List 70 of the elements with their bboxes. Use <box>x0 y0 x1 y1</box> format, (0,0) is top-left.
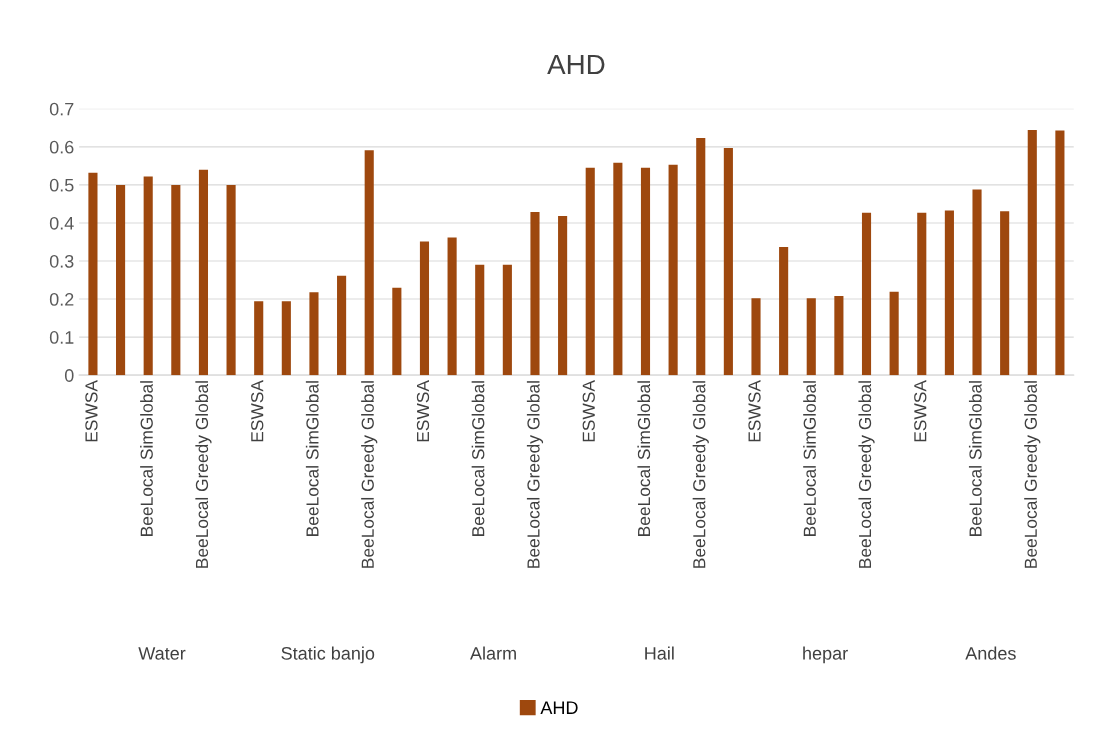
bar <box>1055 130 1065 376</box>
x-tick-label: ESWSA <box>85 380 98 442</box>
bar <box>668 164 678 376</box>
x-tick-label: ESWSA <box>582 380 595 442</box>
bar <box>530 211 540 376</box>
bar <box>972 189 982 376</box>
bar <box>696 138 706 376</box>
bar <box>364 150 374 376</box>
y-tick-label: 0.3 <box>49 254 74 268</box>
y-tick-label: 0.7 <box>49 102 74 116</box>
legend-label: AHD <box>540 701 578 714</box>
bar <box>779 246 789 376</box>
x-tick-label: BeeLocal Greedy Global <box>692 381 709 568</box>
y-tick-label: 0.4 <box>49 216 74 230</box>
x-tick-label: BeeLocal Greedy Global <box>195 381 212 568</box>
y-tick-label: 0.6 <box>49 140 74 154</box>
text: Water <box>138 647 186 660</box>
x-tick-label: BeeLocal Greedy Global <box>1024 381 1041 568</box>
bar <box>558 216 568 376</box>
bar <box>723 147 733 376</box>
text: Static banjo <box>281 646 375 664</box>
y-tick-label: 0.5 <box>49 178 74 192</box>
bar <box>226 184 236 376</box>
x-tick-label: BeeLocal Greedy Global <box>361 381 378 568</box>
bar <box>585 167 595 376</box>
x-tick-label: BeeLocal Greedy Global <box>526 381 544 568</box>
bar <box>171 184 181 376</box>
bar <box>640 167 651 376</box>
text: Hail <box>645 646 674 660</box>
bar <box>613 162 623 376</box>
y-tick-label: 0.1 <box>49 331 74 344</box>
bar <box>889 291 899 376</box>
x-tick-label: ESWSA <box>748 380 761 442</box>
bar <box>806 298 816 376</box>
bar <box>1000 211 1010 376</box>
x-tick-label: ESWSA <box>416 380 430 442</box>
bar <box>392 287 402 376</box>
x-tick-label: BeeLocal SimGlobal <box>803 381 816 536</box>
bar <box>116 184 126 376</box>
bar <box>834 296 844 376</box>
bar <box>751 298 761 376</box>
bar <box>337 275 347 376</box>
x-tick-label: BeeLocal Greedy Global <box>858 381 875 568</box>
bar <box>143 176 153 376</box>
chart-title: AHD <box>547 54 605 75</box>
bar <box>254 301 264 376</box>
bar <box>917 212 927 376</box>
bar <box>475 264 485 376</box>
y-tick-label: 0.2 <box>49 293 74 306</box>
x-tick-label: BeeLocal SimGlobal <box>637 381 651 536</box>
y-tick-label: 0 <box>64 369 74 382</box>
x-tick-label: BeeLocal SimGlobal <box>471 381 485 536</box>
x-tick-label: BeeLocal SimGlobal <box>968 381 982 536</box>
x-tick-label: ESWSA <box>914 380 927 442</box>
bar <box>281 301 291 376</box>
bar <box>944 210 954 376</box>
text: Alarm <box>470 646 516 660</box>
x-tick-label: ESWSA <box>251 380 264 442</box>
bar <box>861 212 872 376</box>
bar <box>447 237 457 376</box>
bar <box>419 241 430 376</box>
x-tick-label: BeeLocal SimGlobal <box>140 381 153 536</box>
text: hepar <box>803 646 848 664</box>
text: Andes <box>965 646 1016 660</box>
bar <box>502 264 512 376</box>
bar <box>88 172 98 376</box>
bar <box>309 292 319 376</box>
bar <box>198 169 209 376</box>
bar <box>1027 130 1037 376</box>
x-tick-label: BeeLocal SimGlobal <box>305 381 319 536</box>
